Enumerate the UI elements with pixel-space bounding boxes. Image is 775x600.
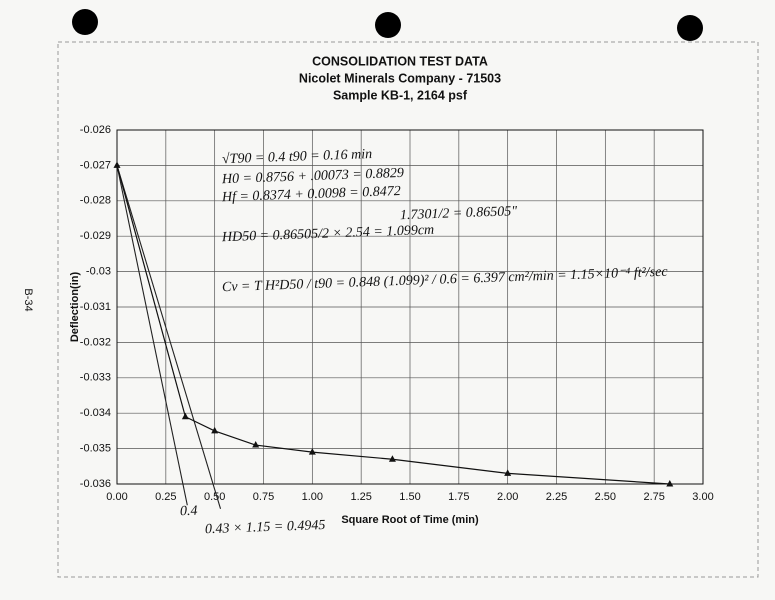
print-border	[57, 41, 759, 578]
y-tick-label: -0.033	[80, 372, 111, 384]
y-tick-label: -0.028	[80, 195, 111, 207]
chart-subtitle: Nicolet Minerals Company - 71503	[299, 71, 501, 85]
x-tick-label: 2.50	[595, 491, 616, 503]
data-point	[504, 469, 512, 476]
data-point	[211, 426, 219, 434]
y-tick-label: -0.029	[80, 230, 111, 242]
plot-frame	[116, 129, 704, 485]
y-tick-label: -0.035	[80, 443, 111, 455]
data-point	[252, 441, 260, 448]
x-tick-label: 2.00	[497, 491, 518, 503]
x-tick-label: 0.25	[155, 491, 176, 503]
handwritten-note: 0.4	[180, 504, 198, 520]
handwritten-note: H0 = 0.8756 + .00073 = 0.8829	[221, 166, 404, 187]
punch-hole	[72, 9, 98, 35]
handwritten-note: 1.7301/2 = 0.86505"	[400, 204, 518, 223]
x-tick-label: 0.00	[106, 491, 127, 503]
y-tick-label: -0.027	[80, 159, 111, 171]
y-tick-label: -0.03	[86, 266, 111, 278]
y-tick-label: -0.026	[80, 124, 111, 136]
page-label: B-34	[22, 288, 34, 311]
x-tick-label: 0.75	[253, 491, 274, 503]
handwritten-note: Hf = 0.8374 + 0.0098 = 0.8472	[221, 184, 401, 205]
y-tick-label: -0.036	[80, 478, 111, 490]
punch-hole	[375, 12, 401, 38]
x-tick-label: 2.75	[643, 491, 664, 503]
y-tick-label: -0.031	[80, 301, 111, 313]
tangent-line	[116, 165, 222, 509]
x-tick-label: 0.50	[204, 491, 225, 503]
x-tick-label: 1.25	[350, 491, 371, 503]
y-tick-label: -0.034	[80, 407, 111, 419]
chart-title: CONSOLIDATION TEST DATA	[312, 54, 488, 68]
y-tick-label: -0.032	[80, 336, 111, 348]
x-axis-label: Square Root of Time (min)	[341, 514, 479, 526]
data-point	[181, 412, 189, 420]
x-tick-label: 1.75	[448, 491, 469, 503]
data-point	[308, 448, 316, 455]
data-point	[666, 480, 674, 487]
data-point	[388, 455, 396, 462]
x-tick-label: 2.25	[546, 491, 567, 503]
chart-subtitle: Sample KB-1, 2164 psf	[333, 88, 468, 102]
punch-hole	[677, 15, 703, 41]
handwritten-note: √T90 = 0.4 t90 = 0.16 min	[222, 147, 373, 167]
tangent-line	[116, 165, 188, 506]
x-tick-label: 1.00	[302, 491, 323, 503]
handwritten-note: HD50 = 0.86505/2 × 2.54 = 1.099cm	[221, 223, 435, 245]
handwritten-note: 0.43 × 1.15 = 0.4945	[205, 518, 326, 537]
x-tick-label: 3.00	[692, 491, 713, 503]
x-tick-label: 1.50	[399, 491, 420, 503]
data-line	[116, 165, 670, 485]
y-axis-label: Deflection(in)	[69, 272, 81, 343]
data-point	[113, 161, 121, 168]
